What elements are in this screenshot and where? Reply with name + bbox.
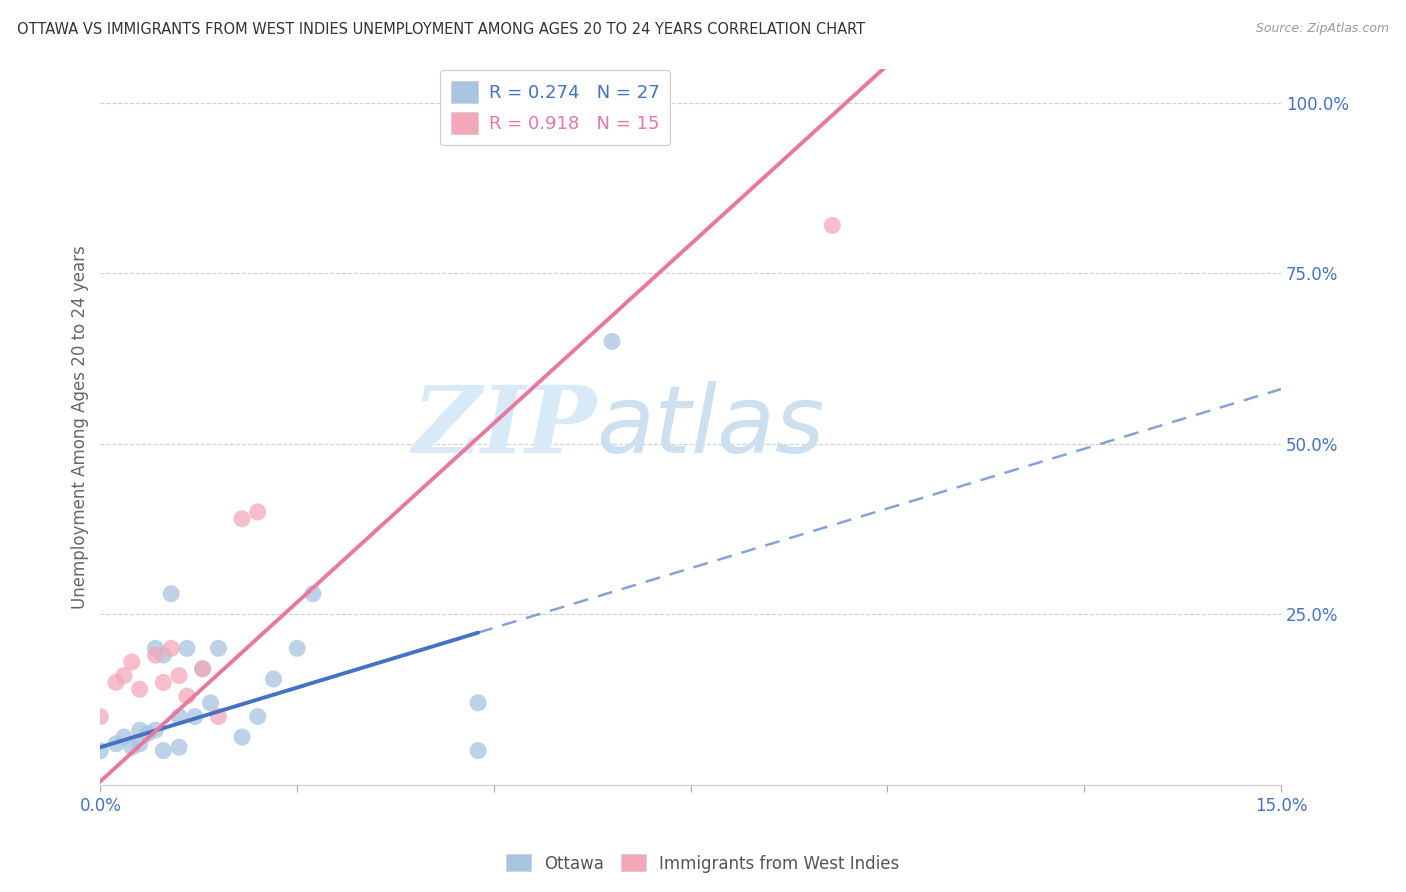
Point [246,505,269,519]
Point [89,709,111,723]
Text: OTTAWA VS IMMIGRANTS FROM WEST INDIES UNEMPLOYMENT AMONG AGES 20 TO 24 YEARS COR: OTTAWA VS IMMIGRANTS FROM WEST INDIES UN… [17,22,865,37]
Point [160,587,183,601]
Point [128,723,150,738]
Point [145,641,167,656]
Point [191,662,214,676]
Point [152,675,174,690]
Point [152,744,174,758]
Point [246,709,269,723]
Text: Source: ZipAtlas.com: Source: ZipAtlas.com [1256,22,1389,36]
Point [600,334,623,349]
Point [136,726,159,740]
Point [176,689,198,703]
Text: atlas: atlas [596,381,824,472]
Point [145,723,167,738]
Point [207,641,229,656]
Point [207,709,229,723]
Point [467,744,489,758]
Legend: Ottawa, Immigrants from West Indies: Ottawa, Immigrants from West Indies [499,847,907,880]
Point [105,675,128,690]
Point [145,648,167,662]
Point [167,740,190,755]
Point [121,740,143,755]
Point [467,696,489,710]
Point [263,672,285,686]
Point [112,730,135,744]
Text: ZIP: ZIP [412,382,596,472]
Point [112,668,135,682]
Point [231,512,253,526]
Point [89,744,111,758]
Point [167,668,190,682]
Point [167,709,190,723]
Point [160,641,183,656]
Point [121,655,143,669]
Point [105,737,128,751]
Point [191,662,214,676]
Point [176,641,198,656]
Point [184,709,207,723]
Point [200,696,222,710]
Point [152,648,174,662]
Point [285,641,308,656]
Point [302,587,325,601]
Legend: R = 0.274   N = 27, R = 0.918   N = 15: R = 0.274 N = 27, R = 0.918 N = 15 [440,70,671,145]
Point [128,737,150,751]
Point [231,730,253,744]
Point [821,219,844,233]
Y-axis label: Unemployment Among Ages 20 to 24 years: Unemployment Among Ages 20 to 24 years [72,244,89,608]
Point [128,682,150,697]
